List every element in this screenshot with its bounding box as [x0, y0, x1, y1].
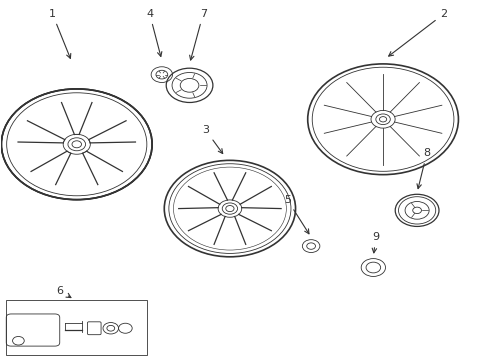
Bar	[6, 300, 147, 355]
Text: 2: 2	[388, 9, 447, 56]
Text: 6: 6	[56, 286, 71, 298]
Text: 3: 3	[202, 125, 222, 153]
Text: 4: 4	[146, 9, 162, 57]
Text: 9: 9	[371, 232, 379, 253]
Text: 1: 1	[49, 9, 71, 58]
Text: 5: 5	[283, 195, 308, 234]
Text: 8: 8	[416, 148, 429, 189]
Text: 7: 7	[189, 9, 206, 60]
